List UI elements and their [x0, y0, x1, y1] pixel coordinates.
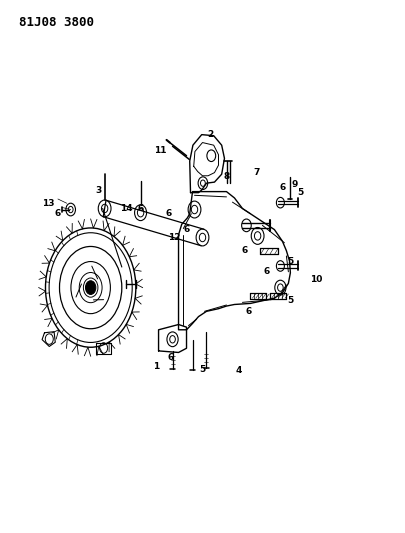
Text: 12: 12: [168, 233, 181, 242]
Text: 9: 9: [291, 180, 298, 189]
Text: 5: 5: [199, 365, 206, 374]
Text: 14: 14: [120, 204, 133, 213]
Text: 81J08 3800: 81J08 3800: [19, 16, 94, 29]
Text: 6: 6: [137, 204, 144, 213]
Text: 10: 10: [310, 275, 322, 284]
Text: 6: 6: [165, 209, 172, 218]
Text: 6: 6: [245, 307, 252, 316]
Text: 4: 4: [235, 366, 242, 375]
Text: 6: 6: [167, 353, 174, 362]
Text: 6: 6: [55, 209, 61, 218]
Text: 6: 6: [183, 225, 190, 234]
Text: 5: 5: [287, 257, 294, 266]
Text: 11: 11: [154, 146, 167, 155]
Text: 6: 6: [241, 246, 247, 255]
Text: 6: 6: [279, 183, 286, 192]
Text: 13: 13: [43, 199, 55, 208]
Text: 5: 5: [287, 296, 294, 305]
Text: 3: 3: [96, 185, 102, 195]
Text: 2: 2: [207, 130, 213, 139]
Text: 5: 5: [297, 188, 303, 197]
Text: 8: 8: [223, 172, 230, 181]
Text: 6: 6: [263, 267, 270, 276]
Text: 7: 7: [253, 168, 260, 177]
Circle shape: [85, 281, 96, 294]
Text: 1: 1: [153, 362, 160, 371]
